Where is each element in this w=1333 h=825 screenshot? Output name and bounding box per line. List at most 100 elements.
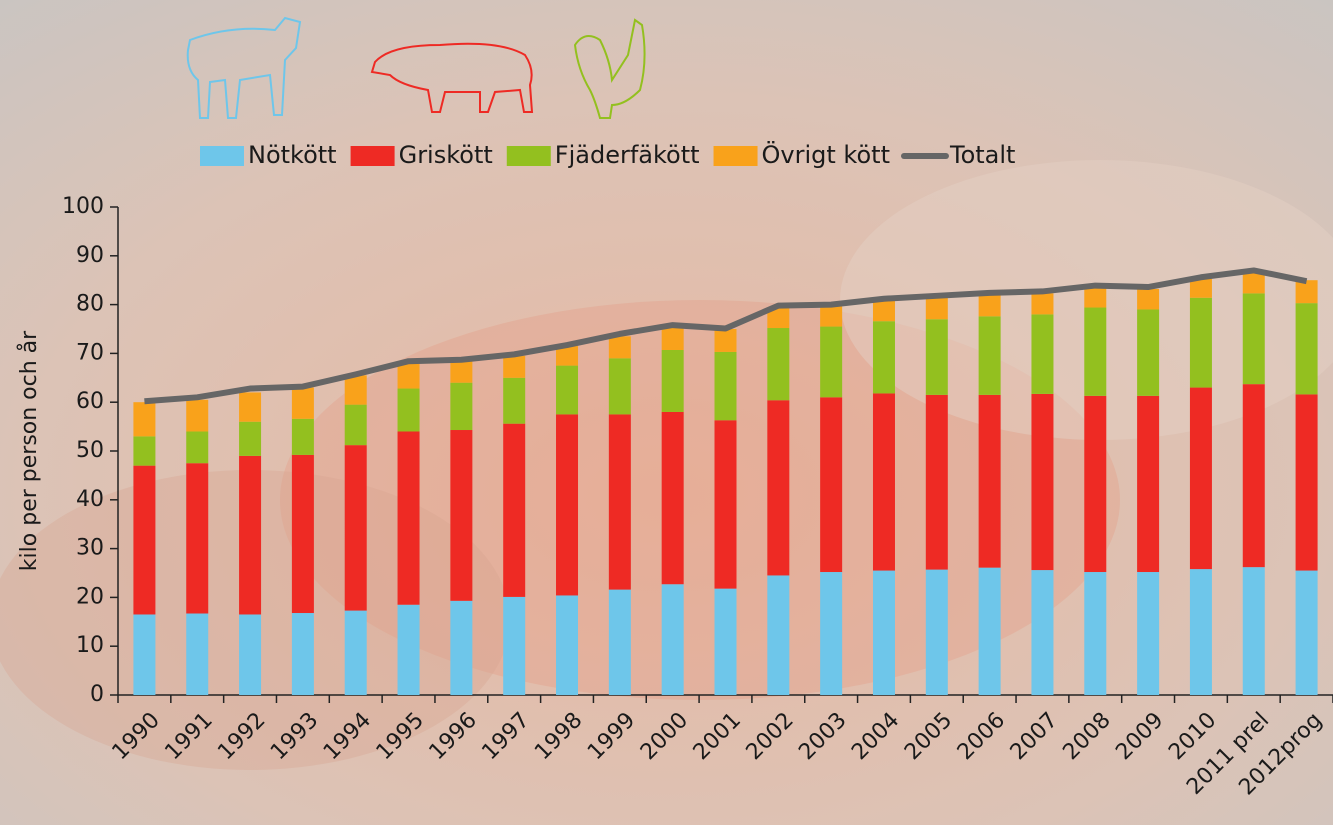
bar-segment: [503, 597, 525, 695]
y-tick-label: 20: [76, 584, 104, 609]
bar-segment: [133, 466, 155, 615]
bar-segment: [979, 395, 1001, 568]
bar-segment: [820, 306, 842, 327]
bar-segment: [133, 436, 155, 465]
bar-segment: [873, 301, 895, 321]
bar-segment: [1190, 569, 1212, 695]
legend-swatch: [200, 146, 244, 166]
bar-segment: [398, 605, 420, 695]
bar-segment: [186, 463, 208, 613]
bar-segment: [503, 378, 525, 424]
bar-segment: [1137, 309, 1159, 395]
bar-segment: [767, 400, 789, 575]
y-tick-label: 60: [76, 389, 104, 414]
bar-segment: [715, 329, 737, 352]
bar-segment: [292, 613, 314, 695]
bar-segment: [1296, 571, 1318, 695]
bar-segment: [1296, 303, 1318, 394]
bar-segment: [979, 568, 1001, 695]
bar-segment: [186, 614, 208, 695]
y-tick-label: 50: [76, 438, 104, 463]
bar-segment: [1137, 289, 1159, 309]
bar-segment: [292, 419, 314, 455]
legend-label: Övrigt kött: [762, 140, 890, 169]
legend-label: Totalt: [949, 141, 1015, 169]
bar-segment: [1137, 396, 1159, 572]
bar-segment: [292, 455, 314, 613]
bar-segment: [450, 361, 472, 383]
legend-swatch: [351, 146, 395, 166]
bar-segment: [1031, 394, 1053, 570]
bar-segment: [503, 424, 525, 597]
bar-segment: [609, 336, 631, 358]
bar-segment: [345, 375, 367, 404]
bar-segment: [1243, 272, 1265, 293]
bar-segment: [239, 392, 261, 421]
legend-swatch: [507, 146, 551, 166]
bar-segment: [662, 350, 684, 412]
bar-segment: [1296, 280, 1318, 303]
bar-segment: [1243, 293, 1265, 384]
bar-segment: [662, 327, 684, 350]
bar-segment: [662, 412, 684, 584]
bar-segment: [186, 400, 208, 432]
bar-segment: [1084, 288, 1106, 308]
bar-segment: [873, 393, 895, 570]
bar-segment: [979, 316, 1001, 395]
y-tick-label: 0: [90, 682, 104, 707]
legend-swatch: [714, 146, 758, 166]
bar-segment: [1031, 293, 1053, 314]
bar-segment: [398, 389, 420, 432]
bar-segment: [239, 456, 261, 615]
y-tick-label: 80: [76, 292, 104, 317]
bar-segment: [926, 319, 948, 395]
legend-label: Fjäderfäkött: [555, 141, 700, 169]
legend-label: Nötkött: [248, 141, 337, 169]
bar-segment: [1243, 384, 1265, 567]
bar-segment: [503, 356, 525, 378]
bar-segment: [1137, 572, 1159, 695]
bar-segment: [450, 383, 472, 430]
bar-segment: [345, 445, 367, 610]
bar-segment: [133, 614, 155, 695]
bar-segment: [767, 575, 789, 695]
bar-segment: [345, 405, 367, 446]
bar-segment: [820, 397, 842, 572]
bar-segment: [1190, 388, 1212, 570]
bar-segment: [239, 422, 261, 456]
bar-segment: [1031, 314, 1053, 394]
bar-segment: [1084, 396, 1106, 572]
bar-segment: [1084, 308, 1106, 396]
y-tick-label: 40: [76, 487, 104, 512]
bar-segment: [662, 584, 684, 695]
bar-segment: [1084, 572, 1106, 695]
y-tick-label: 70: [76, 340, 104, 365]
bar-segment: [345, 611, 367, 695]
bar-segment: [609, 414, 631, 589]
bar-segment: [979, 295, 1001, 316]
bar-segment: [1190, 298, 1212, 388]
bar-segment: [926, 570, 948, 695]
y-tick-label: 10: [76, 633, 104, 658]
bar-segment: [292, 388, 314, 419]
bar-segment: [767, 328, 789, 400]
bar-segment: [133, 402, 155, 436]
bar-segment: [556, 366, 578, 415]
bar-segment: [873, 321, 895, 393]
bar-segment: [450, 430, 472, 601]
bar-segment: [715, 352, 737, 420]
bar-segment: [1243, 567, 1265, 695]
bar-segment: [926, 395, 948, 570]
y-axis-label: kilo per person och år: [16, 330, 42, 571]
bar-segment: [398, 431, 420, 604]
bar-segment: [239, 614, 261, 695]
bar-segment: [820, 572, 842, 695]
y-tick-label: 100: [62, 194, 104, 219]
y-tick-label: 30: [76, 536, 104, 561]
bar-segment: [873, 571, 895, 695]
page: Nötkött Griskött Fjäderfäkött Övrigt kött To…: [0, 0, 1333, 825]
bar-segment: [715, 589, 737, 695]
legend-label: Griskött: [399, 141, 493, 169]
chart: Nötkött Griskött Fjäderfäkött Övrigt kött To…: [0, 0, 1333, 825]
bar-segment: [820, 327, 842, 398]
